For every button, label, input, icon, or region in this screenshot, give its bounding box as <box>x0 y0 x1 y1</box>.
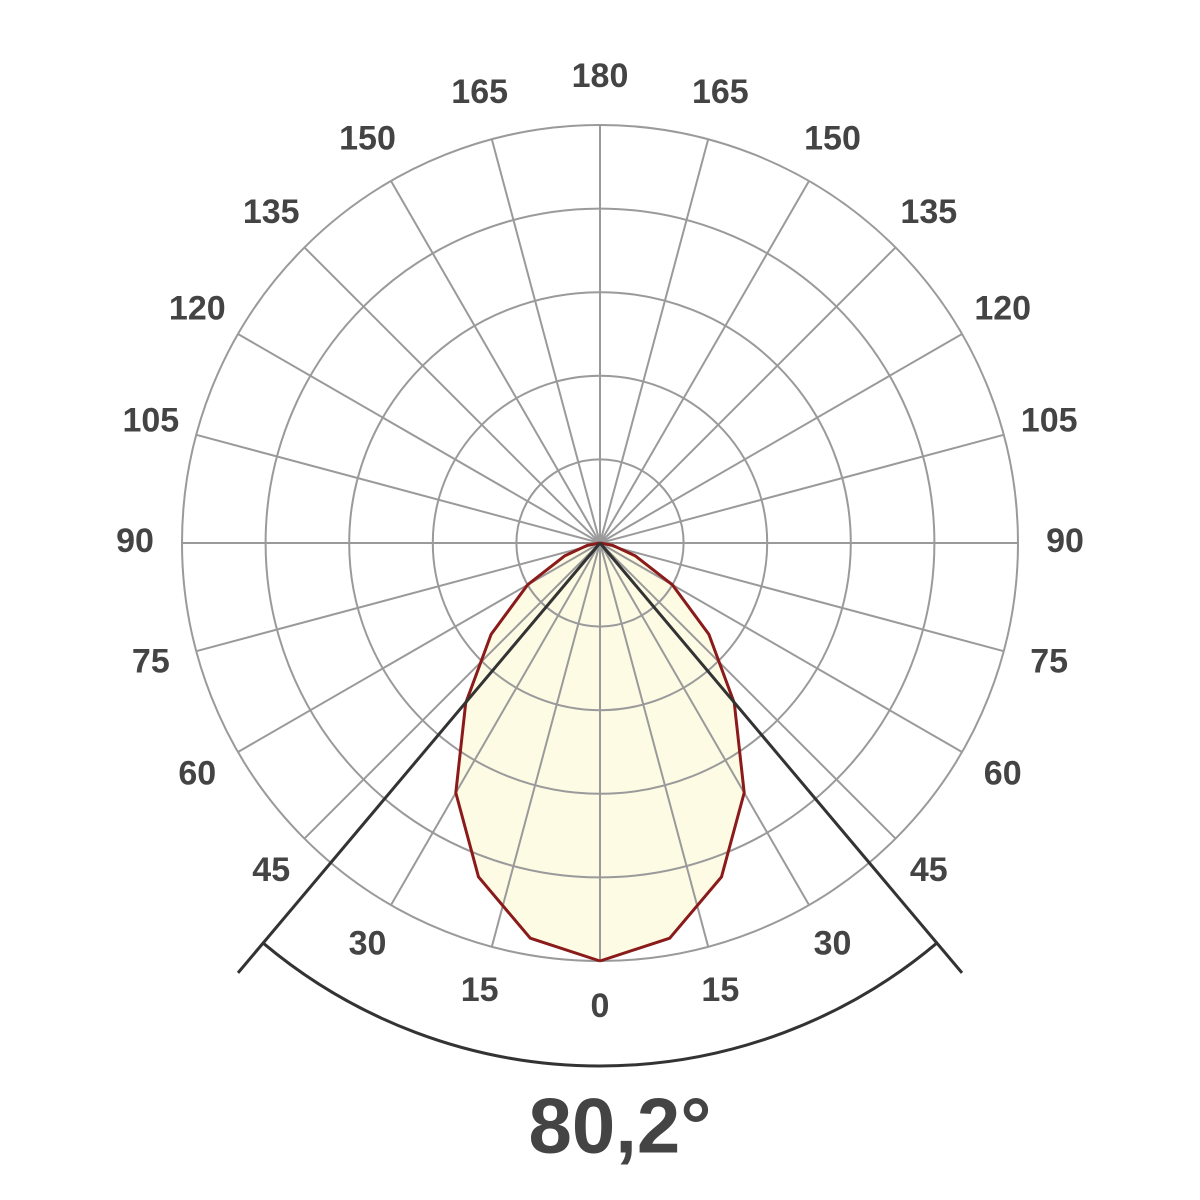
grid-spoke <box>599 542 810 906</box>
intensity-curve <box>599 541 746 963</box>
angle-tick-label: 0 <box>591 987 610 1025</box>
grid-spoke <box>599 542 897 840</box>
angle-tick-label: 60 <box>984 754 1022 792</box>
angle-tick-label: 45 <box>252 851 290 889</box>
angle-tick-label: 30 <box>814 925 852 963</box>
grid-spoke <box>599 542 963 753</box>
grid-spoke <box>599 246 897 544</box>
angle-tick-label: 150 <box>804 119 861 157</box>
angle-tick-label: 60 <box>178 754 216 792</box>
angle-tick-label: 105 <box>122 402 179 440</box>
beam-arc <box>262 941 938 1068</box>
grid-spoke <box>490 138 601 544</box>
angle-tick-label: 105 <box>1021 402 1078 440</box>
angle-tick-label: 135 <box>243 193 300 231</box>
grid-spoke <box>599 138 710 544</box>
grid-spoke <box>195 433 601 544</box>
angle-tick-label: 165 <box>692 73 749 111</box>
angle-tick-label: 45 <box>910 851 948 889</box>
angle-tick-label: 75 <box>1030 642 1068 680</box>
grid-spoke <box>237 333 601 544</box>
angle-tick-label: 90 <box>116 522 154 560</box>
intensity-fill <box>600 543 745 961</box>
beam-angle-label: 80,2° <box>528 1082 711 1170</box>
grid-spoke <box>237 542 601 753</box>
beam-line <box>236 542 602 974</box>
angle-tick-label: 180 <box>572 57 629 95</box>
angle-tick-label: 75 <box>132 642 170 680</box>
grid-spoke <box>303 246 601 544</box>
grid-spoke <box>599 542 1005 653</box>
angle-tick-label: 150 <box>339 119 396 157</box>
angle-tick-label: 15 <box>701 971 739 1009</box>
grid-spoke <box>303 542 601 840</box>
grid-spoke <box>195 542 601 653</box>
intensity-fill <box>455 543 600 961</box>
angle-tick-label: 90 <box>1046 522 1084 560</box>
grid-spoke <box>490 542 601 948</box>
intensity-curve <box>454 541 601 963</box>
grid-spoke <box>599 542 710 948</box>
angle-tick-label: 165 <box>451 73 508 111</box>
angle-tick-label: 30 <box>349 925 387 963</box>
angle-tick-label: 135 <box>900 193 957 231</box>
grid-spoke <box>599 433 1005 544</box>
angle-tick-label: 15 <box>461 971 499 1009</box>
grid-spoke <box>599 333 963 544</box>
angle-tick-label: 120 <box>169 289 226 327</box>
angle-tick-label: 120 <box>974 289 1031 327</box>
grid-spoke <box>599 180 810 544</box>
beam-line <box>598 542 964 974</box>
grid-spoke <box>390 180 601 544</box>
grid-spoke <box>390 542 601 906</box>
